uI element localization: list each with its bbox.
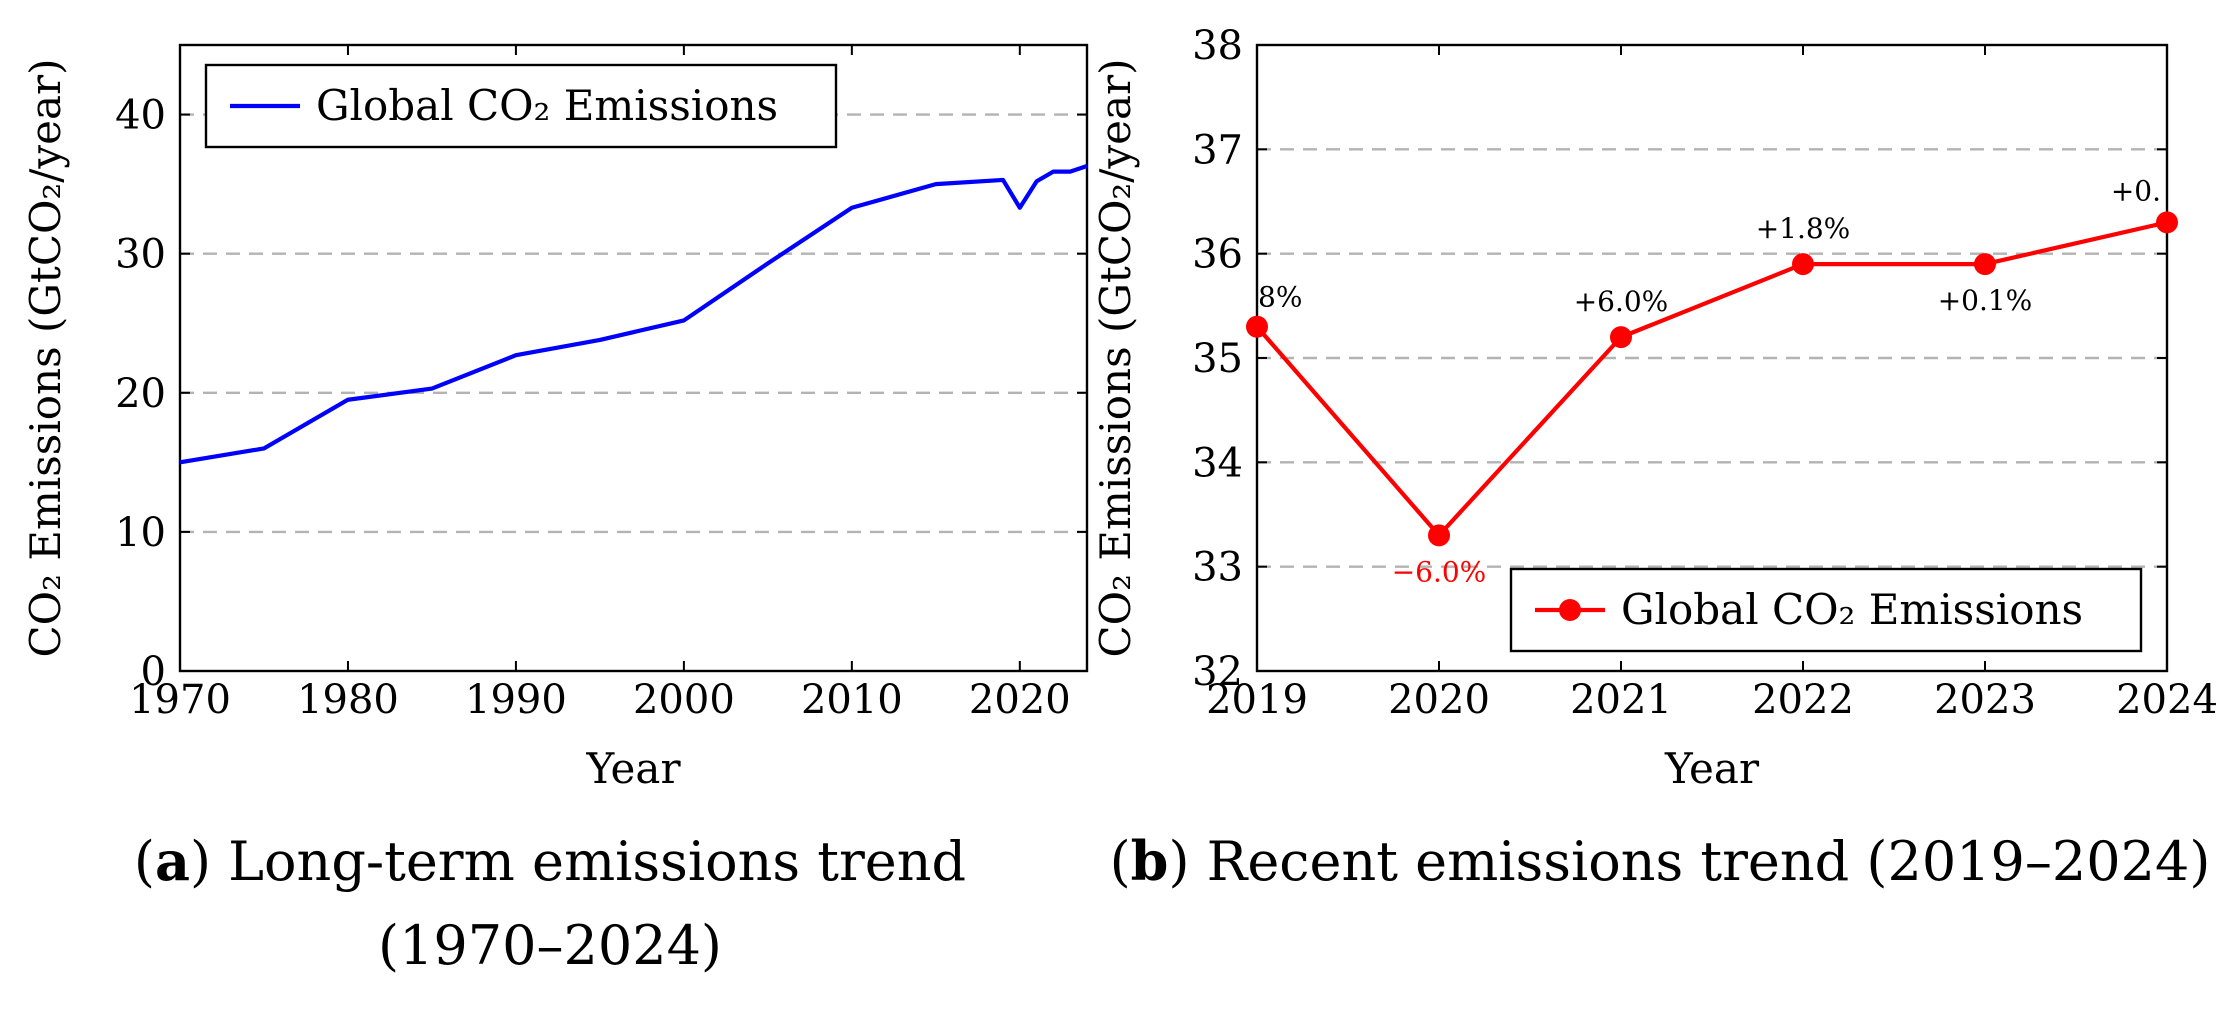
subfigure-caption: (b) Recent emissions trend (2019–2024)	[1110, 829, 2211, 893]
y-tick-label: 20	[115, 371, 166, 417]
x-tick-label: 2020	[1388, 677, 1490, 723]
subfigure-caption: (a) Long-term emissions trend	[134, 829, 966, 893]
legend: Global CO₂ Emissions	[204, 63, 838, 149]
y-tick-label: 35	[1192, 336, 1243, 382]
legend: Global CO₂ Emissions	[1509, 567, 2143, 653]
y-tick-label: 33	[1192, 545, 1243, 591]
data-point	[1428, 524, 1450, 547]
series-line	[179, 164, 1088, 465]
y-axis-label: CO₂ Emissions (GtCO₂/year)	[21, 59, 70, 658]
data-label: +0.	[2111, 174, 2161, 207]
x-tick-label: 1990	[465, 677, 567, 723]
legend-label: Global CO₂ Emissions	[1621, 585, 2083, 634]
data-point	[1974, 253, 1996, 276]
y-tick-label: 37	[1192, 127, 1243, 173]
chart-b: 32 33 34 35 36 37 38 2019 2020 2021 2022 2023 2024 Ye…	[1091, 23, 2218, 893]
series-line	[1255, 220, 2168, 538]
y-tick-label: 32	[1192, 649, 1243, 695]
data-label: 8%	[1258, 281, 1302, 314]
x-axis-label: Year	[1664, 744, 1760, 793]
data-point	[2156, 211, 2178, 234]
legend-label: Global CO₂ Emissions	[316, 81, 778, 130]
legend-marker	[1559, 599, 1581, 621]
data-point	[1610, 326, 1632, 349]
y-tick-label: 40	[115, 93, 166, 139]
y-tick-label: 36	[1192, 232, 1243, 278]
y-axis-label: CO₂ Emissions (GtCO₂/year)	[1091, 59, 1140, 658]
x-tick-label: 2024	[2116, 677, 2218, 723]
y-tick-label: 10	[115, 510, 166, 556]
data-point	[1792, 253, 1814, 276]
legend-box	[1509, 567, 2143, 653]
y-tick-label: 34	[1192, 440, 1243, 486]
x-tick-label: 2010	[801, 677, 903, 723]
x-tick-label: 2023	[1934, 677, 2036, 723]
x-tick-label: 2020	[969, 677, 1071, 723]
data-label: +6.0%	[1574, 285, 1669, 318]
x-tick-label: 2000	[633, 677, 735, 723]
x-tick-label: 2019	[1206, 677, 1308, 723]
x-axis-label: Year	[585, 744, 681, 793]
data-label: +0.1%	[1938, 284, 2033, 317]
axes-frame	[178, 43, 1089, 673]
data-point	[1246, 315, 1268, 338]
data-label: −6.0%	[1392, 555, 1487, 588]
x-tick-label: 2022	[1752, 677, 1854, 723]
subfigure-caption-line2: (1970–2024)	[378, 914, 722, 977]
y-tick-label: 30	[115, 232, 166, 278]
y-tick-label: 38	[1192, 23, 1243, 69]
x-tick-label: 1970	[129, 677, 231, 723]
data-label: +1.8%	[1756, 212, 1851, 245]
y-tick-label: 0	[141, 649, 166, 695]
x-tick-label: 2021	[1570, 677, 1672, 723]
x-tick-label: 1980	[297, 677, 399, 723]
chart-a: 0 10 20 30 40 1970 1980 1990 2000 2010 2020 Year CO₂…	[21, 43, 1089, 977]
legend-box	[204, 63, 838, 149]
